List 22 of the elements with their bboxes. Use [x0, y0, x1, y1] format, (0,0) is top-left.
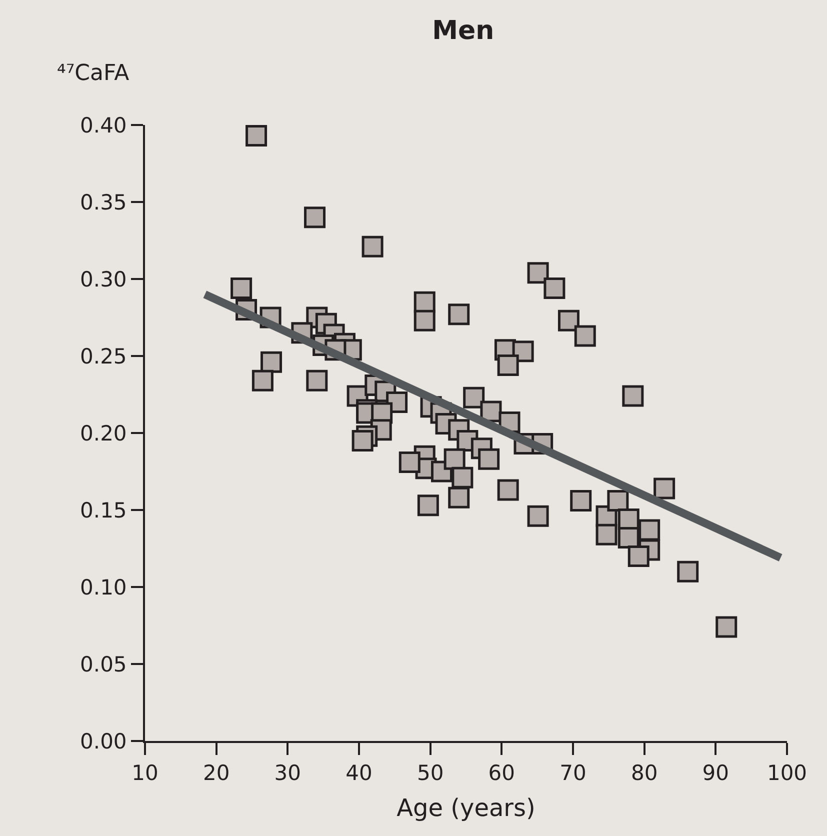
x-axis-title: Age (years)	[396, 794, 536, 822]
y-tick-label: 0.30	[80, 267, 127, 292]
chart-title: Men	[432, 16, 494, 46]
x-tick-label: 50	[416, 761, 444, 786]
x-tick-label: 30	[274, 761, 302, 786]
y-tick-label: 0.40	[80, 113, 127, 138]
x-tick-label: 10	[132, 761, 158, 786]
x-tick-label: 70	[560, 761, 586, 786]
y-tick-label: 0.15	[80, 498, 127, 522]
y-tick-label: 0.25	[80, 344, 127, 368]
x-tick-label: 80	[630, 761, 658, 786]
y-tick-label: 0.00	[80, 729, 127, 754]
x-tick-label: 60	[488, 761, 516, 786]
x-tick-label: 90	[702, 761, 730, 786]
y-tick-label: 0.05	[80, 652, 127, 676]
x-tick-label: 40	[346, 761, 372, 786]
y-tick-label: 0.10	[80, 575, 127, 600]
y-tick-label: 0.20	[80, 421, 127, 446]
y-axis-title: ⁴⁷CaFA	[57, 61, 130, 86]
x-tick-label: 20	[202, 761, 230, 786]
y-tick-label: 0.35	[80, 190, 127, 214]
x-tick-label: 100	[766, 761, 808, 786]
